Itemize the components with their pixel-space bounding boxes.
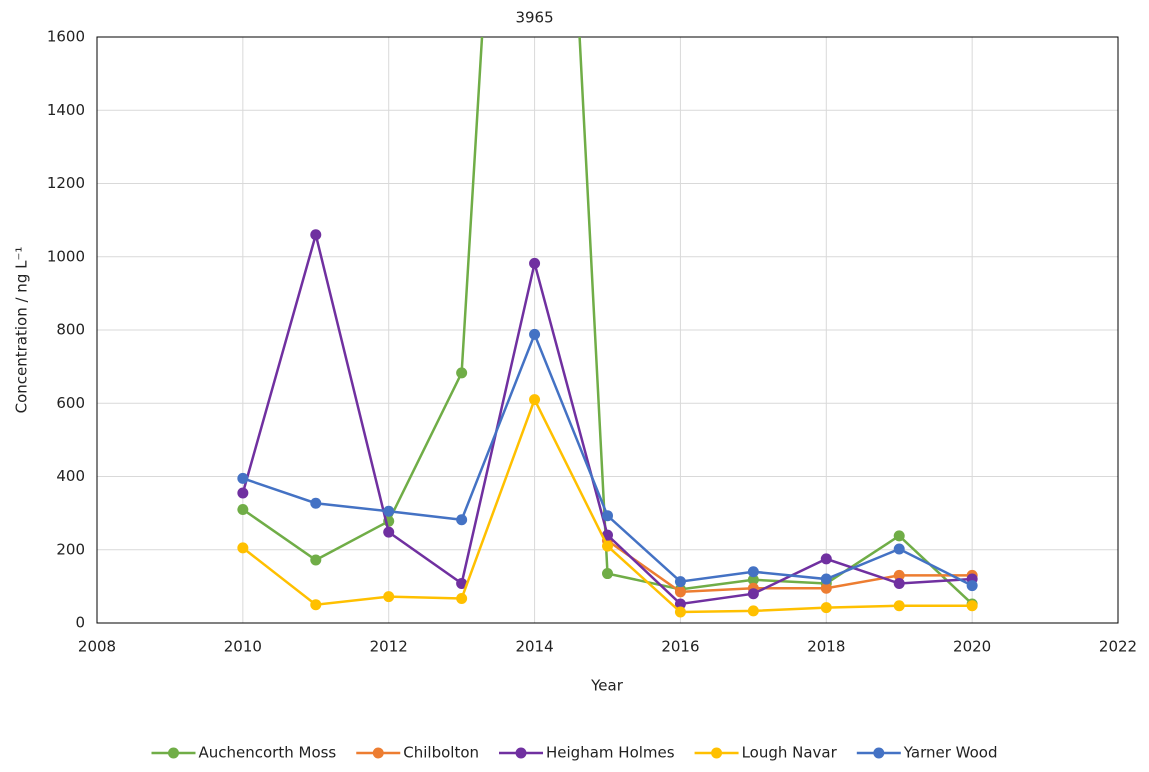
data-point xyxy=(747,566,759,578)
data-point xyxy=(966,600,978,612)
x-tick-label: 2016 xyxy=(661,638,699,656)
data-point xyxy=(893,530,905,542)
plot-area xyxy=(237,37,978,618)
data-point xyxy=(893,569,905,581)
data-point xyxy=(966,580,978,592)
data-point xyxy=(893,543,905,555)
data-point xyxy=(602,568,613,580)
data-point xyxy=(602,540,613,552)
data-point xyxy=(310,229,322,241)
data-point xyxy=(820,602,832,614)
data-point xyxy=(456,367,468,379)
data-point xyxy=(237,487,249,499)
legend-marker xyxy=(372,747,384,759)
legend-entry: Lough Navar xyxy=(694,744,838,762)
data-point xyxy=(893,600,905,612)
legend: Auchencorth Moss Chilbolton Heigham Holmes… xyxy=(151,744,998,762)
series-line xyxy=(242,396,973,614)
x-tick-label: 2014 xyxy=(515,638,553,656)
y-axis-label: Concentration / ng L⁻¹ xyxy=(13,247,31,414)
data-label: 3965 xyxy=(515,9,553,27)
y-tick-label: 1200 xyxy=(47,174,85,192)
data-point xyxy=(529,257,541,269)
y-tick-label: 1400 xyxy=(47,101,85,119)
data-point xyxy=(674,576,686,588)
legend-entry: Auchencorth Moss xyxy=(151,744,336,762)
y-tick-label: 0 xyxy=(75,614,85,632)
x-tick-label: 2018 xyxy=(807,638,845,656)
data-point xyxy=(747,574,759,586)
y-tick-label: 800 xyxy=(56,321,85,339)
y-tick-label: 200 xyxy=(56,540,85,558)
x-tick-label: 2010 xyxy=(224,638,262,656)
series-line xyxy=(606,539,973,594)
legend-label: Auchencorth Moss xyxy=(198,744,336,762)
legend-entry: Chilbolton xyxy=(356,744,479,762)
plot-frame xyxy=(96,36,1119,624)
data-point xyxy=(456,514,468,526)
data-point xyxy=(893,577,905,589)
data-point xyxy=(237,503,249,515)
y-tick-label: 400 xyxy=(56,467,85,485)
legend-marker xyxy=(167,747,179,759)
data-point xyxy=(674,606,686,618)
data-point xyxy=(383,591,395,603)
data-point xyxy=(383,505,395,517)
y-tick-label: 1600 xyxy=(47,28,85,46)
y-tick-label: 600 xyxy=(56,394,85,412)
x-tick-label: 2012 xyxy=(370,638,408,656)
x-tick-label: 2020 xyxy=(953,638,991,656)
x-axis-label: Year xyxy=(590,677,624,695)
data-point xyxy=(602,510,613,522)
data-point xyxy=(310,497,322,509)
legend-entry: Yarner Wood xyxy=(856,744,998,762)
legend-entry: Heigham Holmes xyxy=(499,744,675,762)
data-point xyxy=(310,599,322,611)
data-point xyxy=(674,586,686,598)
data-point xyxy=(747,605,759,617)
data-point xyxy=(237,542,249,554)
legend-label: Lough Navar xyxy=(742,744,838,762)
legend-label: Chilbolton xyxy=(403,744,479,762)
data-point xyxy=(820,553,832,565)
data-point xyxy=(529,328,541,340)
data-point xyxy=(747,588,759,600)
legend-marker xyxy=(711,747,723,759)
legend-label: Yarner Wood xyxy=(903,744,998,762)
legend-label: Heigham Holmes xyxy=(546,744,675,762)
legend-marker xyxy=(873,747,885,759)
data-point xyxy=(674,598,686,610)
data-point xyxy=(237,472,249,484)
legend-marker xyxy=(515,747,527,759)
data-point xyxy=(383,526,395,538)
data-point xyxy=(456,592,468,604)
data-point xyxy=(310,554,322,566)
data-point xyxy=(820,582,832,594)
data-point xyxy=(529,394,541,406)
y-tick-label: 1000 xyxy=(47,247,85,265)
x-tick-label: 2008 xyxy=(78,638,116,656)
x-tick-label: 2022 xyxy=(1099,638,1137,656)
data-point xyxy=(456,577,468,589)
data-point xyxy=(820,573,832,585)
